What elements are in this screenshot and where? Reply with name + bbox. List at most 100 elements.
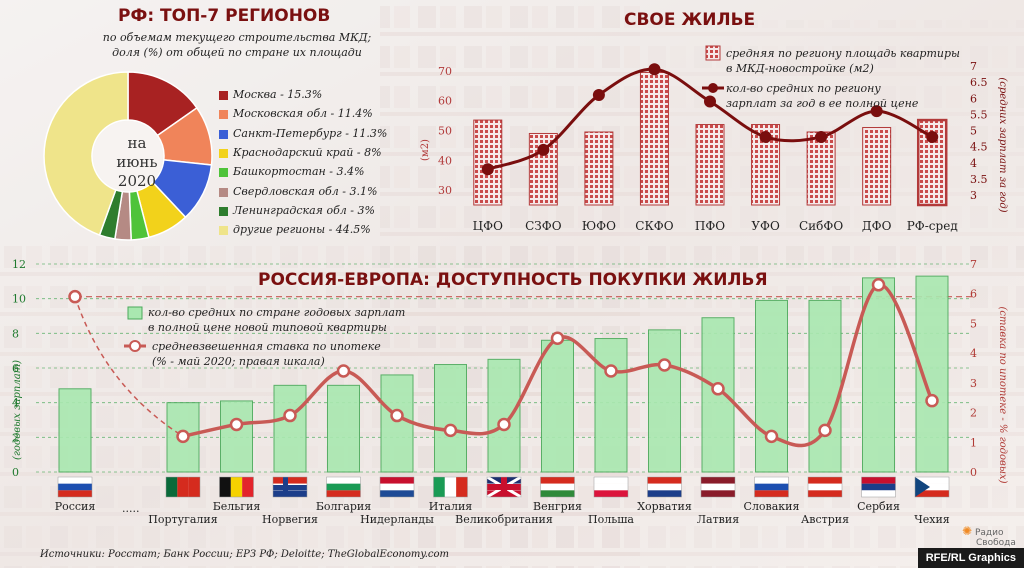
europe-category-6: Италия — [429, 500, 473, 513]
legend-swatch-5 — [219, 187, 228, 197]
europe-legend-bar-swatch — [127, 306, 143, 320]
flag-icon-2 — [219, 476, 254, 498]
housing-bar-2 — [584, 131, 614, 206]
europe-ellipsis: ..... — [122, 502, 139, 515]
europe-category-1: Португалия — [148, 513, 217, 526]
europe-left-tick-1: 2 — [12, 431, 19, 444]
europe-line-point-4 — [336, 364, 351, 378]
logo-text-1: Радио — [974, 528, 1004, 538]
europe-right-tick-5: 5 — [970, 317, 977, 330]
housing-right-tick-4: 5 — [970, 125, 977, 138]
europe-line-point-8 — [550, 331, 565, 346]
europe-line-point-5 — [390, 408, 404, 423]
europe-bar-2 — [220, 400, 253, 473]
housing-legend-bar-swatch — [705, 45, 721, 61]
europe-line-point-10 — [657, 358, 672, 372]
donut-center-3: 2020 — [118, 172, 156, 190]
legend-label-5: Свердловская обл - 3.1% — [233, 184, 378, 198]
europe-category-14: Сербия — [857, 500, 900, 513]
europe-category-10: Хорватия — [637, 500, 692, 513]
europe-right-tick-3: 3 — [970, 377, 977, 390]
flag-icon-0 — [57, 476, 93, 498]
europe-right-tick-2: 2 — [970, 407, 977, 420]
sources-text: Источники: Росстат; Банк России; ЕРЗ РФ;… — [40, 549, 450, 560]
europe-bar-14 — [862, 277, 895, 473]
housing-category-0: ЦФО — [473, 219, 503, 233]
europe-category-15: Чехия — [914, 513, 950, 526]
europe-line-point-0 — [68, 289, 82, 304]
housing-legend-line-2: зарплат за год в ее полной цене — [726, 97, 919, 110]
europe-left-tick-4: 8 — [12, 327, 19, 340]
europe-left-axis-label: (годовых зарплат) — [12, 360, 23, 460]
housing-right-tick-5: 4.5 — [970, 141, 988, 154]
donut-slice-7 — [43, 71, 129, 236]
rferl-credit: RFE/RL Graphics — [917, 548, 1024, 568]
housing-category-2: ЮФО — [582, 219, 616, 233]
flag-icon-11 — [700, 476, 736, 498]
flag-icon-10 — [647, 476, 682, 498]
europe-right-tick-4: 4 — [970, 347, 977, 360]
housing-right-tick-2: 6 — [970, 92, 977, 105]
logo-mark-icon: ✺ — [962, 524, 973, 538]
housing-bar-4 — [695, 124, 725, 206]
housing-right-tick-3: 5.5 — [970, 108, 988, 121]
housing-left-tick-3: 40 — [438, 154, 452, 167]
europe-bar-4 — [327, 384, 360, 473]
europe-legend-bar-2: в полной цене новой типовой квартиры — [148, 321, 387, 334]
europe-left-tick-2: 4 — [12, 397, 19, 410]
housing-bar-3 — [639, 71, 669, 206]
donut-hole — [93, 121, 163, 191]
flag-icon-5 — [379, 476, 415, 498]
housing-category-8: РФ-сред — [907, 219, 958, 233]
europe-right-tick-7: 7 — [970, 258, 977, 271]
housing-line-point-4 — [704, 95, 716, 108]
flag-icon-6 — [433, 476, 468, 498]
housing-line-point-0 — [481, 163, 494, 176]
legend-swatch-7 — [219, 226, 228, 236]
logo-text-2: Свобода — [976, 538, 1016, 548]
europe-legend-line-2: (% - май 2020; правая шкала) — [152, 355, 325, 368]
flag-icon-8 — [540, 476, 575, 498]
housing-line-point-5 — [759, 130, 772, 143]
flag-icon-3 — [272, 476, 308, 498]
legend-swatch-0 — [219, 91, 228, 100]
europe-right-tick-6: 6 — [970, 288, 977, 301]
donut-center-1: на — [128, 134, 147, 152]
housing-right-tick-8: 3 — [970, 189, 977, 202]
europe-bar-0 — [58, 388, 92, 473]
housing-right-tick-7: 3.5 — [970, 173, 988, 186]
legend-swatch-1 — [219, 110, 228, 120]
europe-category-7: Великобритания — [455, 513, 553, 526]
europe-title: РОССИЯ-ЕВРОПА: ДОСТУПНОСТЬ ПОКУПКИ ЖИЛЬЯ — [258, 270, 768, 290]
europe-bar-9 — [594, 338, 628, 473]
flag-icon-13 — [807, 476, 843, 498]
housing-category-1: СЗФО — [525, 219, 562, 233]
housing-category-5: УФО — [751, 219, 780, 233]
legend-swatch-4 — [219, 168, 228, 178]
housing-left-tick-1: 60 — [438, 95, 452, 108]
legend-label-2: Санкт-Петербург - 11.3% — [233, 126, 388, 140]
europe-line-point-9 — [604, 364, 618, 378]
housing-bar-6 — [806, 131, 836, 206]
europe-bar-5 — [380, 374, 414, 473]
europe-line-point-2 — [229, 417, 244, 432]
europe-line-point-13 — [818, 423, 832, 438]
europe-bar-10 — [648, 329, 681, 473]
europe-line-connector — [74, 296, 184, 437]
housing-left-tick-4: 30 — [438, 184, 452, 197]
europe-bar-3 — [273, 384, 307, 473]
europe-category-8: Венгрия — [533, 500, 582, 513]
housing-category-6: СибФО — [799, 219, 843, 233]
legend-swatch-2 — [219, 129, 228, 139]
regions-donut-chart: на июнь 2020 — [43, 71, 213, 241]
legend-label-4: Башкортостан - 3.4% — [233, 165, 365, 179]
housing-legend-bar-2: в МКД-новостройке (м2) — [726, 62, 874, 75]
donut-center-2: июнь — [116, 153, 157, 171]
legend-swatch-3 — [219, 148, 228, 158]
flag-icon-12 — [754, 476, 789, 498]
regions-title: РФ: ТОП-7 РЕГИОНОВ — [118, 6, 331, 26]
housing-legend-line-1: кол-во средних по региону — [726, 82, 881, 95]
europe-bar-13 — [808, 299, 842, 473]
